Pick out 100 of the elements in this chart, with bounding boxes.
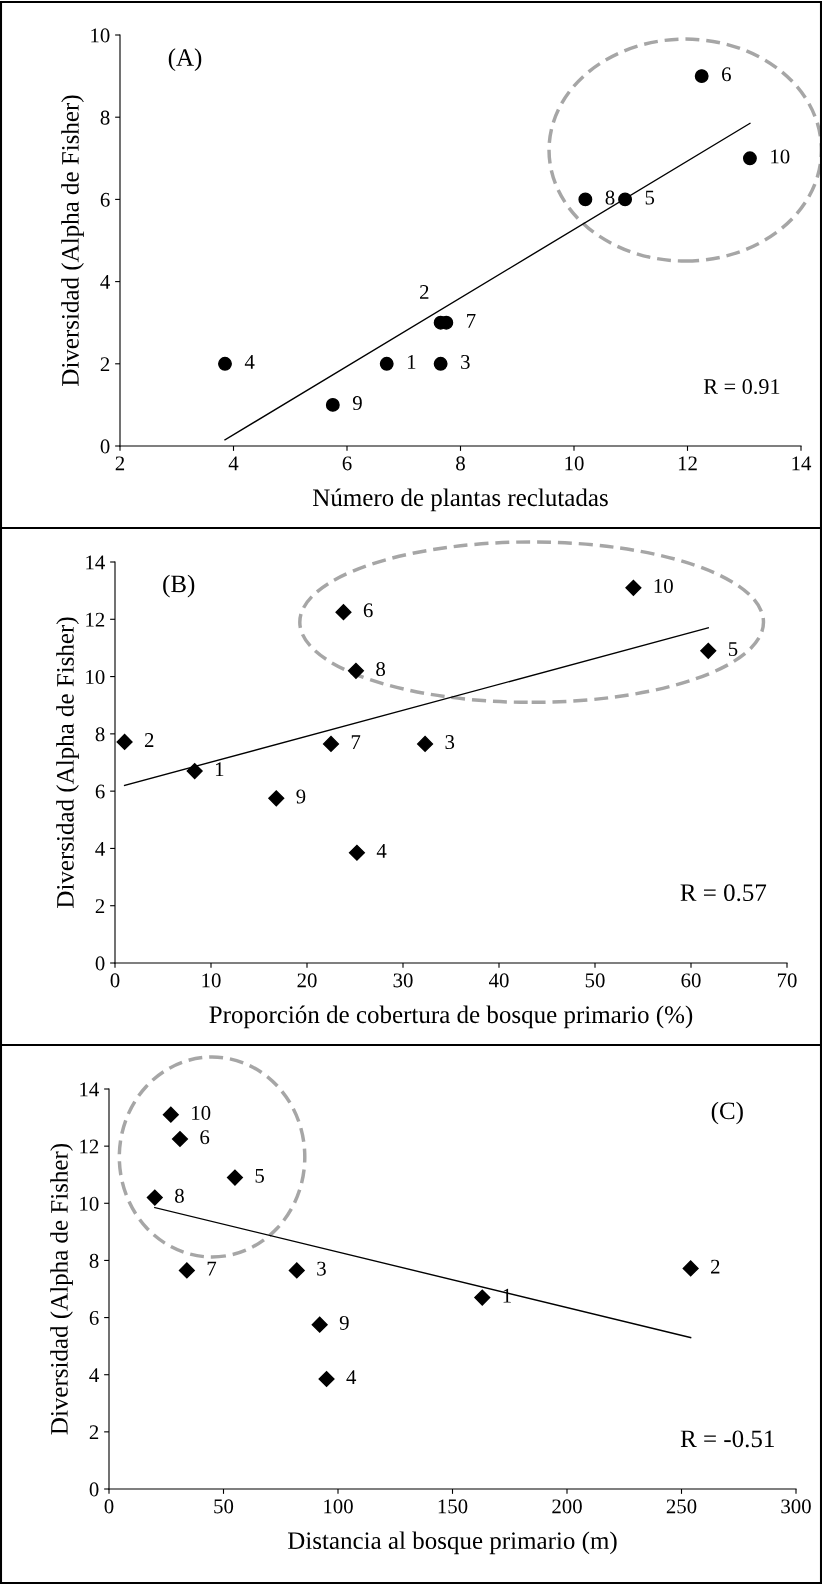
- x-tick-label: 50: [585, 973, 605, 988]
- annotation: 3: [461, 355, 470, 370]
- x-tick-label: 150: [438, 1499, 468, 1514]
- point: [116, 733, 133, 750]
- x-tick-label: 40: [488, 973, 509, 988]
- point: [474, 1289, 491, 1306]
- point: [218, 356, 232, 371]
- x-tick-label: 12: [678, 456, 697, 471]
- x-tick-label: 200: [552, 1499, 582, 1514]
- x-tick-label: 8: [456, 456, 465, 471]
- annotation: 4: [376, 844, 387, 858]
- point: [694, 69, 709, 84]
- point: [146, 1189, 163, 1206]
- annotation: 10: [192, 1105, 211, 1120]
- x-axis-title: Número de plantas reclutadas: [313, 488, 608, 512]
- annotation: 2: [420, 285, 429, 299]
- point: [417, 735, 434, 752]
- point: [433, 356, 448, 371]
- annotation: 7: [207, 1261, 217, 1276]
- point: [226, 1169, 244, 1186]
- x-axis-title: Distancia al bosque primario (m): [287, 1531, 617, 1555]
- x-tick-label: 6: [342, 456, 352, 471]
- point: [311, 1316, 328, 1333]
- y-tick-label: 10: [91, 28, 110, 43]
- point: [578, 192, 593, 207]
- x-tick-label: 30: [393, 973, 413, 988]
- annotation: 6: [200, 1130, 210, 1145]
- point: [742, 151, 757, 166]
- y-tick-label: 4: [95, 841, 105, 856]
- annotation: R = -0.51: [680, 1430, 774, 1448]
- x-tick-label: 2: [115, 456, 125, 471]
- y-tick-label: 6: [89, 1311, 99, 1325]
- annotation: 3: [317, 1261, 326, 1276]
- annotation: 4: [346, 1370, 357, 1385]
- point: [335, 604, 352, 621]
- annotation: 10: [654, 578, 673, 593]
- x-tick-label: 20: [297, 973, 317, 988]
- annotation: 1: [215, 762, 224, 777]
- x-tick-label: 4: [228, 456, 239, 471]
- y-tick-label: 6: [95, 784, 105, 799]
- annotation: (C): [711, 1101, 743, 1125]
- y-tick-label: 8: [95, 727, 105, 742]
- annotation: 6: [722, 67, 731, 82]
- point: [347, 662, 365, 679]
- annotation: 2: [144, 733, 154, 747]
- annotation: 9: [339, 1315, 349, 1330]
- annotation: R = 0.57: [680, 884, 767, 902]
- y-axis-title: Diversidad (Alpha de Fisher): [56, 617, 79, 908]
- point: [618, 192, 633, 207]
- point: [178, 1262, 195, 1279]
- y-tick-label: 0: [100, 439, 110, 454]
- point: [322, 735, 340, 752]
- y-tick-label: 14: [80, 1082, 99, 1097]
- annotation: 5: [645, 190, 655, 205]
- y-tick-label: 14: [86, 555, 105, 570]
- point: [325, 397, 340, 412]
- point: [682, 1260, 699, 1277]
- annotation: 10: [771, 149, 790, 164]
- annotation: 6: [363, 603, 373, 618]
- annotation: 9: [296, 789, 306, 804]
- point: [171, 1130, 189, 1148]
- annotation: 3: [445, 735, 455, 750]
- point: [348, 844, 365, 861]
- y-tick-label: 10: [86, 669, 105, 684]
- x-tick-label: 10: [202, 973, 221, 988]
- x-tick-label: 10: [565, 456, 584, 471]
- annotation: 8: [376, 662, 386, 677]
- point: [268, 790, 285, 807]
- y-tick-label: 2: [95, 899, 105, 913]
- y-tick-label: 8: [89, 1253, 99, 1268]
- annotation: 7: [467, 314, 476, 328]
- y-tick-label: 12: [80, 1139, 99, 1154]
- annotation: 2: [711, 1259, 720, 1274]
- y-axis-title: Diversidad (Alpha de Fisher): [61, 95, 84, 386]
- annotation: 5: [255, 1168, 264, 1183]
- y-tick-label: 8: [100, 110, 110, 125]
- annotation: 4: [244, 355, 255, 369]
- point: [625, 579, 642, 596]
- y-tick-label: 4: [100, 275, 110, 289]
- y-tick-label: 2: [89, 1425, 99, 1440]
- annotation: 7: [351, 735, 361, 749]
- x-tick-label: 0: [110, 973, 120, 988]
- y-axis-title: Diversidad (Alpha de Fisher): [50, 1143, 73, 1435]
- y-tick-label: 0: [95, 956, 105, 971]
- x-tick-label: 250: [666, 1499, 697, 1514]
- x-tick-label: 60: [681, 973, 701, 988]
- y-tick-label: 0: [89, 1482, 99, 1497]
- x-tick-label: 70: [777, 973, 797, 988]
- y-tick-label: 6: [100, 192, 110, 207]
- annotation: 5: [728, 642, 738, 657]
- x-tick-label: 300: [781, 1499, 811, 1514]
- annotation: 8: [605, 190, 615, 205]
- point: [162, 1106, 179, 1123]
- annotation: 1: [408, 355, 416, 369]
- annotation: R = 0.91: [703, 379, 780, 395]
- point: [379, 356, 394, 371]
- point: [288, 1262, 305, 1279]
- annotation: 8: [175, 1188, 184, 1203]
- point: [186, 763, 203, 780]
- y-tick-label: 10: [80, 1196, 99, 1211]
